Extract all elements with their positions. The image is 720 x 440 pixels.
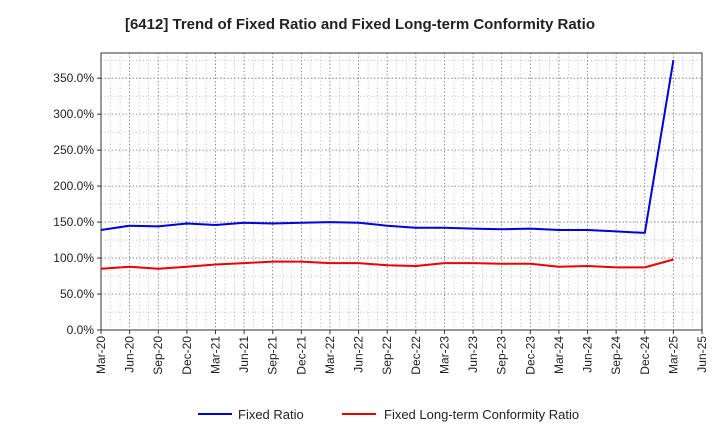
series-line-0 — [100, 60, 675, 234]
series-line-1 — [100, 258, 674, 270]
y-tick-label: 150.0% — [53, 215, 94, 229]
x-tick-label: Mar-23 — [437, 336, 451, 374]
x-tick-label: Sep-20 — [151, 336, 165, 375]
legend-label-0: Fixed Ratio — [238, 407, 304, 422]
plot-background — [101, 53, 702, 330]
legend: Fixed Ratio Fixed Long-term Conformity Ra… — [198, 407, 579, 422]
x-tick-label: Mar-21 — [208, 336, 222, 374]
x-tick-label: Dec-24 — [638, 336, 652, 375]
x-tick-label: Dec-21 — [294, 336, 308, 375]
series-lines — [100, 60, 675, 270]
x-tick-label: Dec-22 — [409, 336, 423, 375]
x-tick-label: Jun-25 — [695, 336, 709, 373]
plot-frame — [100, 52, 703, 331]
y-tick-label: 100.0% — [53, 251, 94, 265]
y-tick-label: 300.0% — [53, 107, 94, 121]
x-tick-label: Jun-23 — [466, 336, 480, 373]
chart-title: [6412] Trend of Fixed Ratio and Fixed Lo… — [124, 16, 596, 33]
x-tick-label: Dec-23 — [523, 336, 537, 375]
legend-label-1: Fixed Long-term Conformity Ratio — [384, 407, 579, 422]
x-tick-label: Jun-21 — [237, 336, 251, 373]
x-tick-label: Jun-24 — [581, 336, 595, 373]
x-tick-label: Mar-25 — [666, 336, 680, 374]
x-tick-label: Jun-22 — [352, 336, 366, 373]
x-tick-label: Sep-22 — [380, 336, 394, 375]
x-tick-label: Sep-21 — [266, 336, 280, 375]
plot-area — [101, 53, 702, 330]
x-tick-label: Mar-24 — [552, 336, 566, 374]
y-tick-label: 0.0% — [67, 323, 95, 337]
x-tick-label: Sep-24 — [609, 336, 623, 375]
x-tick-label: Mar-20 — [94, 336, 108, 374]
y-tick-label: 200.0% — [53, 179, 94, 193]
y-tick-label: 350.0% — [53, 71, 94, 85]
x-tick-label: Dec-20 — [180, 336, 194, 375]
x-tick-label: Mar-22 — [323, 336, 337, 374]
x-tick-label: Jun-20 — [123, 336, 137, 373]
y-tick-label: 50.0% — [60, 287, 94, 301]
y-tick-label: 250.0% — [53, 143, 94, 157]
x-tick-label: Sep-23 — [495, 336, 509, 375]
axes: 0.0% 50.0% 100.0% 150.0% 200.0% 250.0% 300.0% 3… — [53, 52, 709, 375]
